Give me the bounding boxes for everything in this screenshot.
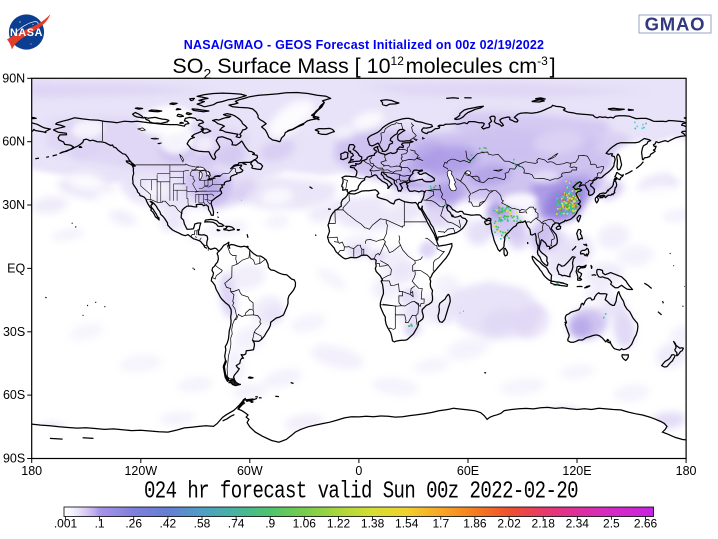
svg-text:2.34: 2.34 <box>566 517 590 531</box>
svg-text:1.06: 1.06 <box>293 517 317 531</box>
svg-text:.26: .26 <box>125 517 142 531</box>
svg-text:1.22: 1.22 <box>327 517 351 531</box>
svg-text:.1: .1 <box>95 517 105 531</box>
svg-text:GMAO: GMAO <box>645 14 706 35</box>
svg-text:1.86: 1.86 <box>463 517 487 531</box>
svg-text:0: 0 <box>355 464 362 478</box>
svg-text:1.38: 1.38 <box>361 517 385 531</box>
svg-text:90N: 90N <box>2 71 25 85</box>
svg-text:.001: .001 <box>54 517 78 531</box>
svg-text:180: 180 <box>676 464 697 478</box>
svg-text:1.54: 1.54 <box>395 517 419 531</box>
svg-text:60N: 60N <box>2 135 25 149</box>
svg-text:30S: 30S <box>3 325 25 339</box>
svg-text:2.5: 2.5 <box>603 517 620 531</box>
svg-text:120W: 120W <box>124 464 157 478</box>
svg-text:1.7: 1.7 <box>432 517 449 531</box>
svg-text:2.66: 2.66 <box>634 517 658 531</box>
svg-text:.58: .58 <box>194 517 211 531</box>
svg-text:.74: .74 <box>228 517 245 531</box>
svg-text:60S: 60S <box>3 388 25 402</box>
svg-text:180: 180 <box>21 464 42 478</box>
svg-text:90S: 90S <box>3 452 25 466</box>
svg-text:.42: .42 <box>160 517 177 531</box>
svg-text:EQ: EQ <box>7 261 25 275</box>
svg-text:120E: 120E <box>562 464 591 478</box>
svg-text:.9: .9 <box>265 517 275 531</box>
svg-text:60W: 60W <box>237 464 263 478</box>
svg-text:30N: 30N <box>2 198 25 212</box>
svg-text:2.02: 2.02 <box>497 517 521 531</box>
svg-text:NASA: NASA <box>10 27 43 39</box>
svg-text:2.18: 2.18 <box>532 517 556 531</box>
svg-text:60E: 60E <box>457 464 479 478</box>
